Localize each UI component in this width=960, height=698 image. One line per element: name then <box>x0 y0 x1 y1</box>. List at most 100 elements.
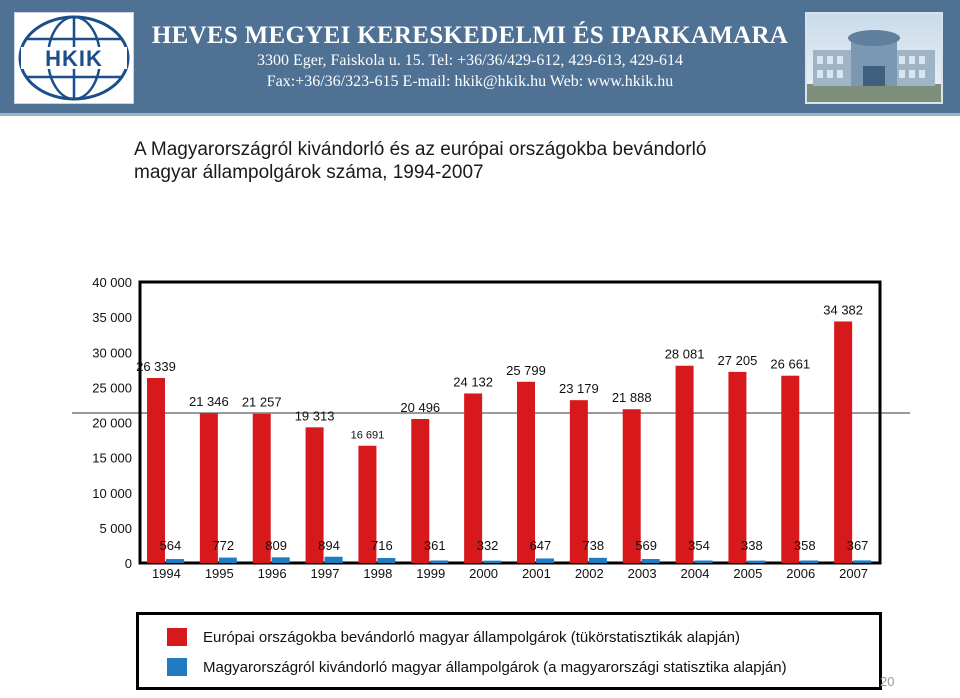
y-tick-label: 20 000 <box>92 416 132 431</box>
bar-emigrants <box>377 557 396 563</box>
bar-emigrants <box>430 560 449 563</box>
bar-immigrants <box>464 393 483 563</box>
contact-fax-email-web: Fax:+36/36/323-615 E-mail: hkik@hkik.hu … <box>266 73 674 90</box>
legend-label-emigrants: Magyarországról kivándorló magyar államp… <box>203 658 787 676</box>
data-label-immigrants: 23 179 <box>559 381 599 396</box>
bar-emigrants <box>483 560 502 563</box>
y-tick-label: 30 000 <box>92 345 132 360</box>
data-label-immigrants: 34 382 <box>823 302 863 317</box>
x-tick-label: 1999 <box>416 566 445 581</box>
organization-name: HEVES MEGYEI KERESKEDELMI ÉS IPARKAMARA <box>151 22 789 49</box>
bar-emigrants <box>166 559 184 563</box>
x-tick-label: 1994 <box>152 566 181 581</box>
chamber-logo[interactable]: HKIK <box>14 12 134 104</box>
y-tick-label: 35 000 <box>92 310 132 325</box>
bar-immigrants <box>728 371 747 563</box>
x-tick-label: 1996 <box>258 566 287 581</box>
data-label-emigrants: 569 <box>635 538 657 553</box>
data-label-immigrants: 16 691 <box>351 430 385 442</box>
header-banner: HKIK HEVES MEGYEI KERESKEDELMI ÉS IPARKA… <box>0 0 960 113</box>
y-tick-label: 15 000 <box>92 451 132 466</box>
slide-title-line-2: magyar állampolgárok száma, 1994-2007 <box>134 162 484 183</box>
data-label-emigrants: 358 <box>794 538 816 553</box>
bar-emigrants <box>641 559 660 563</box>
x-tick-label: 2007 <box>839 566 868 581</box>
chart-legend: Európai országokba bevándorló magyar áll… <box>136 612 882 690</box>
data-label-immigrants: 24 132 <box>453 374 493 389</box>
y-tick-label: 5 000 <box>99 521 132 536</box>
legend-swatch-red <box>167 628 187 646</box>
data-label-immigrants: 28 081 <box>665 347 705 362</box>
bar-immigrants <box>147 377 165 563</box>
x-tick-label: 1997 <box>311 566 340 581</box>
data-label-emigrants: 772 <box>212 538 234 553</box>
bar-immigrants <box>622 409 641 563</box>
data-label-emigrants: 894 <box>318 538 340 553</box>
bar-immigrants <box>252 413 271 563</box>
slide-title: A Magyarországról kivándorló és az európ… <box>134 138 854 184</box>
data-label-emigrants: 647 <box>530 538 552 553</box>
data-label-emigrants: 332 <box>477 538 499 553</box>
data-label-immigrants: 21 257 <box>242 395 282 410</box>
legend-item-immigrants: Európai országokba bevándorló magyar áll… <box>167 627 740 647</box>
bar-immigrants <box>358 445 377 563</box>
bar-immigrants <box>305 427 324 563</box>
y-tick-label: 10 000 <box>92 486 132 501</box>
bar-emigrants <box>800 560 819 563</box>
bar-emigrants <box>694 560 713 563</box>
data-label-emigrants: 367 <box>847 538 869 553</box>
logo-text: HKIK <box>45 46 103 71</box>
bar-immigrants <box>834 321 853 563</box>
bar-emigrants <box>747 560 766 563</box>
contact-address-phone: 3300 Eger, Faiskola u. 15. Tel: +36/36/4… <box>256 52 684 69</box>
legend-label-immigrants: Európai országokba bevándorló magyar áll… <box>203 628 740 646</box>
x-tick-label: 2005 <box>733 566 762 581</box>
x-tick-label: 1995 <box>205 566 234 581</box>
bar-immigrants <box>569 400 588 563</box>
data-label-immigrants: 20 496 <box>400 400 440 415</box>
slide-title-line-1: A Magyarországról kivándorló és az európ… <box>134 139 707 160</box>
globe-logo-icon: HKIK <box>18 15 130 101</box>
x-tick-label: 2006 <box>786 566 815 581</box>
data-label-immigrants: 27 205 <box>718 353 758 368</box>
data-label-immigrants: 19 313 <box>295 408 335 423</box>
bar-immigrants <box>781 375 800 563</box>
legend-item-emigrants: Magyarországról kivándorló magyar államp… <box>167 657 787 677</box>
background-rule <box>72 412 910 414</box>
data-label-emigrants: 338 <box>741 538 763 553</box>
building-photo <box>805 12 943 104</box>
data-label-immigrants: 21 888 <box>612 390 652 405</box>
y-tick-label: 0 <box>125 556 132 571</box>
x-tick-label: 2001 <box>522 566 551 581</box>
data-label-emigrants: 564 <box>160 538 182 553</box>
x-tick-label: 1998 <box>363 566 392 581</box>
bar-immigrants <box>675 365 694 563</box>
building-image-icon <box>807 14 941 102</box>
bar-emigrants <box>324 556 343 563</box>
bar-emigrants <box>536 558 554 563</box>
y-tick-label: 40 000 <box>92 275 132 290</box>
page-number: 20 <box>880 674 895 689</box>
bar-chart: 0 5 000 10 000 15 000 20 000 25 000 30 000 35 0… <box>92 275 882 581</box>
y-tick-label: 25 000 <box>92 380 132 395</box>
data-label-emigrants: 716 <box>371 538 393 553</box>
bar-immigrants <box>199 413 218 563</box>
bar-emigrants <box>853 560 872 563</box>
header-divider <box>0 113 960 116</box>
data-label-immigrants: 26 661 <box>770 357 810 372</box>
data-label-immigrants: 21 346 <box>189 394 229 409</box>
x-tick-label: 2003 <box>628 566 657 581</box>
data-label-emigrants: 809 <box>265 538 287 553</box>
data-label-emigrants: 738 <box>582 538 604 553</box>
bar-emigrants <box>271 557 290 563</box>
bar-emigrants <box>588 557 607 563</box>
data-label-immigrants: 26 339 <box>136 359 176 374</box>
bar-immigrants <box>411 419 430 563</box>
x-tick-label: 2004 <box>681 566 710 581</box>
x-tick-label: 2002 <box>575 566 604 581</box>
bar-emigrants <box>218 557 237 563</box>
legend-swatch-blue <box>167 658 187 676</box>
x-tick-label: 2000 <box>469 566 498 581</box>
bar-immigrants <box>517 381 535 563</box>
data-label-emigrants: 354 <box>688 538 710 553</box>
